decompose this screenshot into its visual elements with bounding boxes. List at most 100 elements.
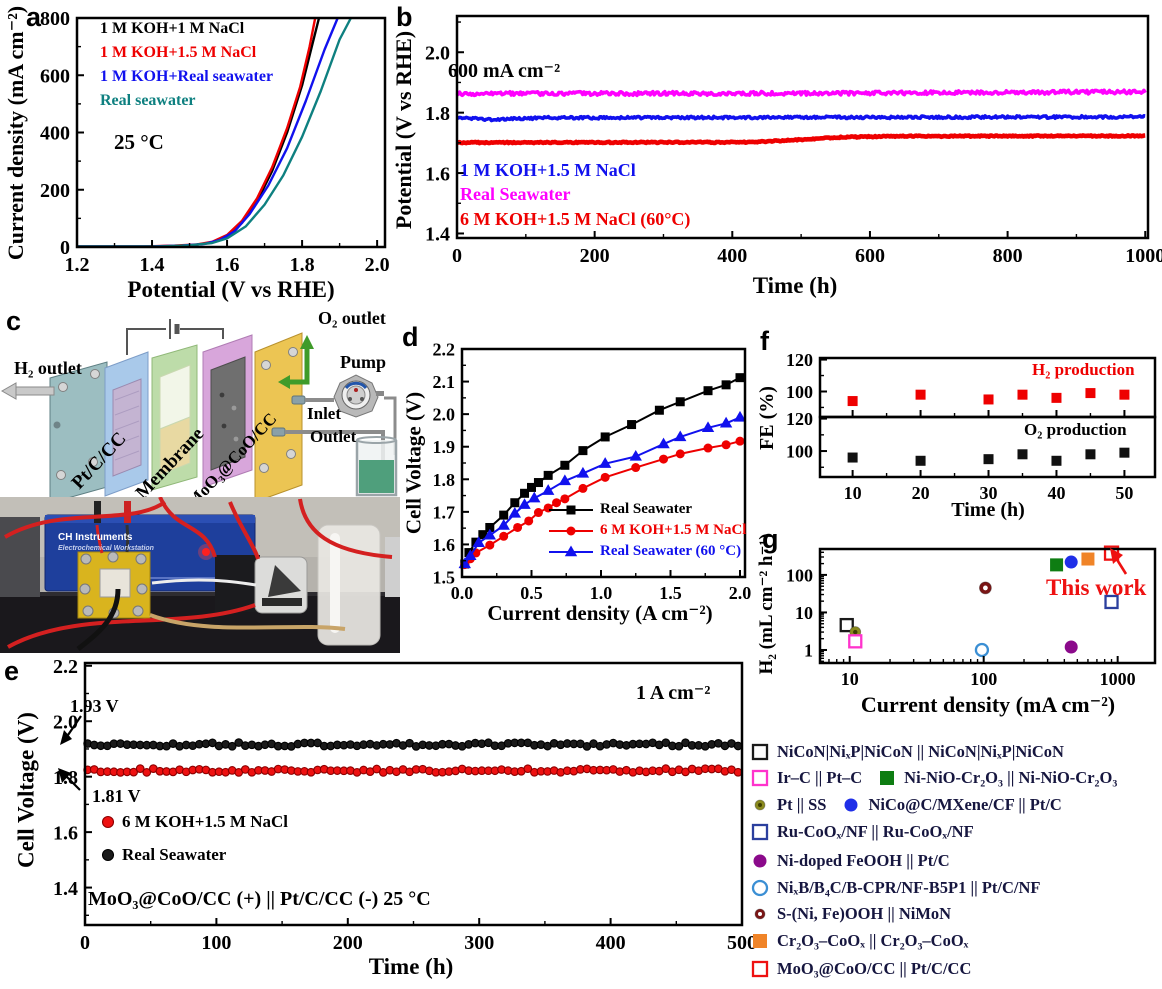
svg-text:0: 0 xyxy=(452,245,462,267)
ref-legend-label: Ni-NiO-Cr₂O₃ || Ni-NiO-Cr₂O₃ xyxy=(904,768,1118,787)
f-h2-production-label: H₂ production xyxy=(1032,360,1135,379)
osq-marker-icon xyxy=(751,769,769,787)
a-y-axis-title: Current density (mA cm⁻²) xyxy=(3,5,29,261)
osq-marker-icon xyxy=(751,743,769,761)
d-legend-label: 6 M KOH+1.5 M NaCl xyxy=(600,522,747,538)
svg-text:1.5: 1.5 xyxy=(659,583,682,603)
svg-text:10: 10 xyxy=(795,603,813,623)
bolt-icon xyxy=(88,457,98,467)
o2-outlet-arrow xyxy=(288,347,310,385)
ci-marker-icon xyxy=(753,854,767,868)
catalyst-reference-legend: NiCoN|NiₓP|NiCoN || NiCoN|NiₓP|NiCoN Ir–C… xyxy=(742,740,1162,989)
svg-text:400: 400 xyxy=(596,932,626,954)
svg-text:120: 120 xyxy=(786,350,813,370)
svg-text:2.2: 2.2 xyxy=(433,339,456,359)
svg-text:800: 800 xyxy=(40,8,70,30)
led-indicator xyxy=(202,548,210,556)
ci-marker-icon xyxy=(549,526,593,535)
a-temperature-label: 25 °C xyxy=(114,130,164,154)
sq-marker-icon xyxy=(549,505,593,514)
b-y-axis-title: Potential (V vs RHE) xyxy=(391,30,417,230)
b-x-axis-title: Time (h) xyxy=(752,273,838,298)
panel-label-b: b xyxy=(396,2,413,32)
ref-legend-label: NiCo@C/MXene/CF || Pt/C xyxy=(868,795,1062,814)
ref-legend-row: Ir–C || Pt–C Ni-NiO-Cr₂O₃ || Ni-NiO-Cr₂O₃ xyxy=(750,768,1117,788)
svg-text:500: 500 xyxy=(727,932,757,954)
f-o2-production-label: O₂ production xyxy=(1024,420,1127,439)
svg-text:200: 200 xyxy=(40,180,70,202)
svg-text:120: 120 xyxy=(786,409,813,429)
g-x-axis-title: Current density (mA cm⁻²) xyxy=(860,692,1116,717)
e-x-axis-title: Time (h) xyxy=(368,954,454,979)
e-voltage-annotation-181: 1.81 V xyxy=(92,786,141,806)
e-voltage-annotation-193: 1.93 V xyxy=(70,696,119,716)
inlet-port xyxy=(291,395,306,405)
f-y-axis-title: FE (%) xyxy=(756,386,779,450)
panel-f-faradaic-chart: 100 120 10 20 30 40 50 100 120 xyxy=(786,350,1157,503)
svg-text:1.6: 1.6 xyxy=(215,254,240,276)
ref-legend-item: NiCo@C/MXene/CF || Pt/C xyxy=(841,795,1062,815)
b-current-density-label: 600 mA cm⁻² xyxy=(448,60,561,82)
electrolyzer-schematic xyxy=(0,319,398,504)
e-legend-item: 6 M KOH+1.5 M NaCl xyxy=(100,812,288,832)
outlet-label: Outlet xyxy=(310,427,357,446)
oci-marker-icon xyxy=(751,879,769,897)
a-x-axis-title: Potential (V vs RHE) xyxy=(127,277,335,302)
ref-legend-row: NiₓB/B₄C/B-CPR/NF-B5P1 || Pt/C/NF xyxy=(750,878,1041,898)
d-x-axis-title: Current density (A cm⁻²) xyxy=(487,601,713,625)
svg-text:1.8: 1.8 xyxy=(290,254,315,276)
e-cell-configuration: MoO₃@CoO/CC (+) || Pt/C/CC (-) 25 °C xyxy=(88,888,431,910)
end-plate-anode-side xyxy=(254,332,303,503)
svg-text:30: 30 xyxy=(980,483,998,503)
e-legend-label: Real Seawater xyxy=(122,845,227,864)
d-y-axis-title: Cell Voltage (V) xyxy=(401,391,426,535)
svg-text:600: 600 xyxy=(40,65,70,87)
svg-text:800: 800 xyxy=(993,245,1023,267)
ref-legend-item: NiCoN|NiₓP|NiCoN || NiCoN|NiₓP|NiCoN xyxy=(750,742,1064,762)
svg-text:100: 100 xyxy=(970,669,997,689)
d-legend-label: Real Seawater (60 °C) xyxy=(600,543,742,559)
panel-label-f: f xyxy=(760,326,769,356)
svg-text:2.2: 2.2 xyxy=(53,656,78,678)
ref-legend-item: MoO₃@CoO/CC || Pt/C/CC xyxy=(750,959,971,979)
svg-text:200: 200 xyxy=(333,932,363,954)
f-x-axis-title: Time (h) xyxy=(951,499,1025,521)
panel-a-lsv-chart: 1.2 1.4 1.6 1.8 2.0 0 200 400 600 800 xyxy=(40,8,390,276)
ref-legend-label: Ir–C || Pt–C xyxy=(777,768,863,787)
svg-text:2.0: 2.0 xyxy=(729,583,752,603)
svg-text:1.8: 1.8 xyxy=(433,470,456,490)
svg-text:100: 100 xyxy=(201,932,231,954)
a-legend-koh1-nacl1: 1 M KOH+1 M NaCl xyxy=(100,20,245,37)
sq-marker-icon xyxy=(753,934,767,948)
osq-marker-icon xyxy=(751,960,769,978)
bolt-icon xyxy=(56,470,66,480)
e-y-axis-title: Cell Voltage (V) xyxy=(13,712,39,868)
svg-text:2.0: 2.0 xyxy=(365,254,390,276)
annotation-arrow-181 xyxy=(58,768,81,791)
svg-text:0.0: 0.0 xyxy=(451,583,474,603)
svg-text:50: 50 xyxy=(1115,483,1133,503)
ref-legend-item: Ir–C || Pt–C xyxy=(750,768,862,788)
svg-text:1.6: 1.6 xyxy=(425,163,450,185)
svg-text:0.5: 0.5 xyxy=(520,583,543,603)
bolt-icon xyxy=(286,449,296,459)
svg-text:0: 0 xyxy=(80,932,90,954)
svg-text:1.7: 1.7 xyxy=(433,502,456,522)
svg-text:1000: 1000 xyxy=(1125,245,1162,267)
bolt-icon xyxy=(261,360,271,370)
svg-text:200: 200 xyxy=(580,245,610,267)
panel-b-stability-chart: 0 200 400 600 800 1000 1.4 1.6 1.8 2.0 xyxy=(425,14,1162,267)
ref-legend-label: Ru-CoOₓ/NF || Ru-CoOₓ/NF xyxy=(777,822,974,841)
svg-text:1.8: 1.8 xyxy=(425,103,450,125)
ref-legend-row: S-(Ni, Fe)OOH || NiMoN xyxy=(750,904,951,924)
panel-label-a: a xyxy=(26,2,42,32)
svg-text:300: 300 xyxy=(464,932,494,954)
svg-text:100: 100 xyxy=(786,565,813,585)
panel-g-comparison-chart: 10 100 1000 1 10 100 xyxy=(786,545,1157,689)
a-legend-real-seawater: Real seawater xyxy=(100,92,196,109)
bolt-icon xyxy=(288,347,298,357)
ref-legend-row: Cr₂O₃–CoOₓ || Cr₂O₃–CoOₓ xyxy=(750,931,968,951)
svg-text:2.1: 2.1 xyxy=(433,372,456,392)
g-y-axis-title: H₂ (mL cm⁻² h⁻¹) xyxy=(755,533,777,675)
